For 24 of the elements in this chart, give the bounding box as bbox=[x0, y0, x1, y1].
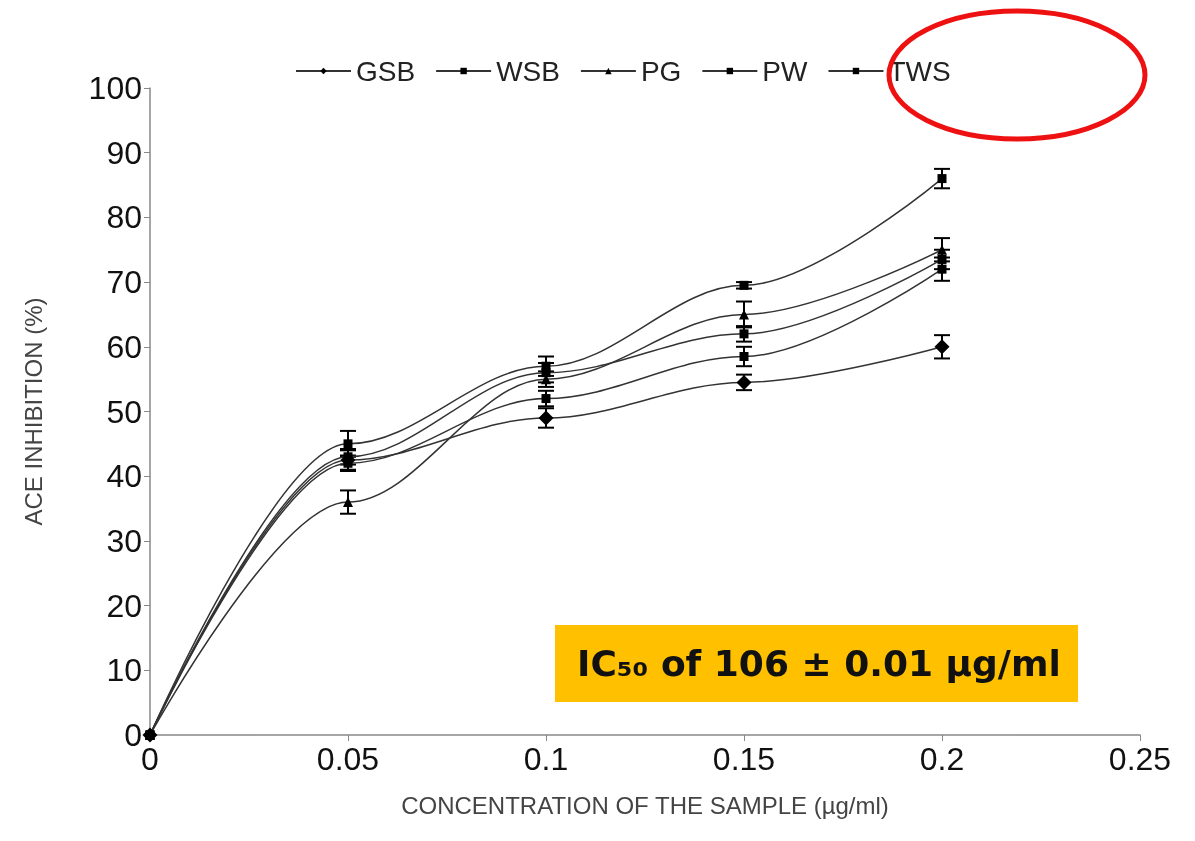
x-tick-label: 0.1 bbox=[523, 741, 569, 777]
legend-label: PG bbox=[640, 55, 682, 87]
y-tick-label: 0 bbox=[124, 717, 142, 753]
legend-label: WSB bbox=[496, 55, 560, 87]
x-tick-label: 0.25 bbox=[1108, 741, 1172, 777]
y-tick-label: 60 bbox=[106, 328, 142, 365]
y-tick-label: 80 bbox=[106, 199, 142, 236]
y-tick-label: 50 bbox=[106, 393, 142, 430]
y-tick-label: 10 bbox=[106, 652, 142, 689]
annotation: IC₅₀ of 106 ± 0.01 µg/ml bbox=[555, 625, 1078, 702]
x-tick-label: 0.05 bbox=[316, 741, 380, 777]
y-tick-label: 70 bbox=[106, 264, 142, 301]
x-tick-label: 0.2 bbox=[919, 741, 965, 777]
y-tick-label: 90 bbox=[106, 134, 142, 171]
y-tick-label: 20 bbox=[106, 587, 142, 624]
y-tick-label: 30 bbox=[106, 522, 142, 559]
y-axis-title: ACE INHIBITION (%) bbox=[19, 297, 47, 526]
legend-label: PW bbox=[762, 55, 809, 87]
x-axis-title: CONCENTRATION OF THE SAMPLE (µg/ml) bbox=[401, 791, 889, 819]
y-tick-label: 40 bbox=[106, 458, 142, 495]
x-tick-label: 0.15 bbox=[712, 741, 776, 777]
legend-label: TWS bbox=[888, 55, 951, 87]
legend-label: GSB bbox=[356, 55, 416, 87]
y-tick-label: 100 bbox=[88, 70, 142, 106]
